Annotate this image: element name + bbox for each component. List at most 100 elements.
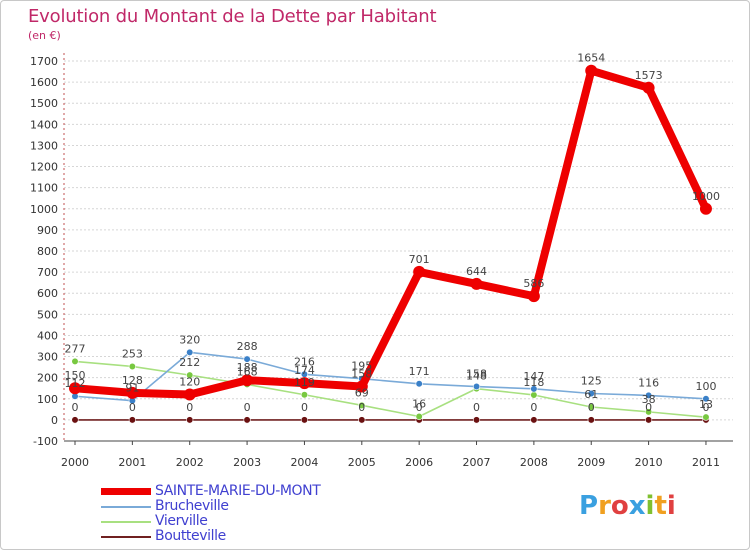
legend-swatch-brucheville [101, 506, 151, 508]
data-label-sainte-marie-du-mont: 128 [122, 374, 143, 387]
y-tick-label: 1600 [30, 76, 58, 89]
data-label-brucheville: 125 [581, 375, 602, 388]
x-tick-label: 2005 [348, 456, 376, 469]
data-label-boutteville: 0 [186, 401, 193, 414]
x-tick-label: 2002 [176, 456, 204, 469]
point-sainte-marie-du-mont [699, 202, 712, 215]
point-boutteville [472, 416, 481, 424]
y-tick-label: 600 [37, 287, 58, 300]
data-label-sainte-marie-du-mont: 188 [237, 361, 258, 374]
data-label-sainte-marie-du-mont: 158 [351, 368, 372, 381]
data-label-vierville: 16 [412, 398, 426, 411]
y-tick-label: 100 [37, 393, 58, 406]
data-label-vierville: 69 [355, 386, 369, 399]
point-vierville [415, 412, 423, 421]
y-tick-label: 1200 [30, 161, 58, 174]
x-tick-label: 2011 [692, 456, 720, 469]
x-tick-label: 2009 [577, 456, 605, 469]
y-tick-label: 0 [51, 414, 58, 427]
point-vierville [644, 408, 653, 416]
data-label-brucheville: 288 [237, 340, 258, 353]
data-label-brucheville: 147 [523, 370, 544, 383]
point-boutteville [186, 416, 194, 424]
data-label-boutteville: 0 [645, 401, 652, 414]
data-label-brucheville: 100 [695, 380, 716, 393]
y-tick-label: 1100 [30, 182, 58, 195]
data-label-vierville: 148 [466, 370, 487, 383]
data-label-boutteville: 0 [702, 401, 709, 414]
point-boutteville [358, 416, 366, 424]
legend-swatch-vierville [101, 521, 151, 523]
data-label-brucheville: 91 [125, 382, 139, 395]
data-label-boutteville: 0 [244, 401, 251, 414]
y-tick-label: -100 [33, 435, 58, 448]
data-label-vierville: 61 [584, 388, 598, 401]
point-vierville [300, 391, 309, 399]
point-vierville [186, 371, 194, 379]
data-label-sainte-marie-du-mont: 1654 [577, 52, 605, 65]
point-brucheville [415, 380, 423, 388]
point-boutteville [300, 416, 309, 424]
legend-label-brucheville: Brucheville [155, 498, 229, 514]
x-tick-label: 2003 [233, 456, 261, 469]
data-label-sainte-marie-du-mont: 701 [409, 253, 430, 266]
point-vierville [587, 403, 595, 411]
data-label-boutteville: 0 [72, 401, 79, 414]
data-label-brucheville: 112 [65, 377, 86, 390]
data-label-boutteville: 0 [473, 401, 480, 414]
y-tick-label: 500 [37, 308, 58, 321]
y-tick-label: 900 [37, 224, 58, 237]
data-label-vierville: 119 [294, 376, 315, 389]
y-tick-label: 1400 [30, 118, 58, 131]
data-label-boutteville: 0 [588, 401, 595, 414]
y-tick-label: 1000 [30, 203, 58, 216]
data-label-boutteville: 0 [301, 401, 308, 414]
logo-letter: P [579, 491, 599, 521]
y-tick-label: 300 [37, 351, 58, 364]
logo-letter: o [610, 491, 629, 521]
logo-letter: i [666, 491, 676, 521]
point-brucheville [644, 391, 653, 400]
grid-lines [64, 60, 733, 442]
data-label-boutteville: 0 [530, 401, 537, 414]
data-label-brucheville: 116 [638, 376, 659, 389]
data-label-sainte-marie-du-mont: 150 [65, 369, 86, 382]
logo-letter: t [654, 491, 667, 521]
logo-letter: r [598, 491, 611, 521]
y-tick-label: 200 [37, 372, 58, 385]
point-boutteville [530, 416, 538, 424]
data-labels-layer: 0 0 0 0 0 0 0 0 0 0 0 0 277 253 212 168 119 69 16 148 118 61 3… [65, 52, 720, 414]
data-label-brucheville: 320 [179, 333, 200, 346]
proxiti-logo: Proxiti [579, 491, 676, 521]
legend-swatch-boutteville [101, 536, 151, 538]
data-label-vierville: 168 [237, 365, 258, 378]
point-sainte-marie-du-mont [298, 377, 311, 390]
data-label-brucheville: 195 [351, 360, 372, 373]
x-tick-label: 2001 [118, 456, 146, 469]
legend-label-sainte-marie-du-mont: SAINTE-MARIE-DU-MONT [155, 483, 321, 499]
point-brucheville [587, 389, 595, 398]
data-label-boutteville: 0 [358, 401, 365, 414]
data-label-sainte-marie-du-mont: 120 [179, 376, 200, 389]
point-vierville [128, 362, 136, 371]
point-sainte-marie-du-mont [126, 386, 139, 399]
data-label-sainte-marie-du-mont: 1573 [635, 69, 663, 82]
x-tick-labels: 2000 2001 2002 2003 2004 2005 2006 2007 2008 2009… [61, 456, 720, 469]
data-label-vierville: 277 [65, 342, 86, 355]
x-tick-label: 2004 [290, 456, 318, 469]
data-label-boutteville: 0 [129, 401, 136, 414]
point-vierville [358, 401, 366, 409]
data-label-sainte-marie-du-mont: 644 [466, 265, 487, 278]
series-line-sainte-marie-du-mont [71, 66, 710, 399]
point-brucheville [530, 385, 538, 393]
point-boutteville [587, 416, 595, 424]
data-label-sainte-marie-du-mont: 1000 [692, 190, 720, 203]
logo-letter: i [645, 491, 655, 521]
point-sainte-marie-du-mont [642, 81, 655, 94]
point-brucheville [243, 355, 251, 363]
data-label-brucheville: 171 [409, 365, 430, 378]
data-label-vierville: 13 [699, 398, 713, 411]
legend-swatch-sainte-marie-du-mont [101, 488, 151, 495]
point-sainte-marie-du-mont [355, 380, 368, 393]
point-brucheville [702, 395, 710, 403]
